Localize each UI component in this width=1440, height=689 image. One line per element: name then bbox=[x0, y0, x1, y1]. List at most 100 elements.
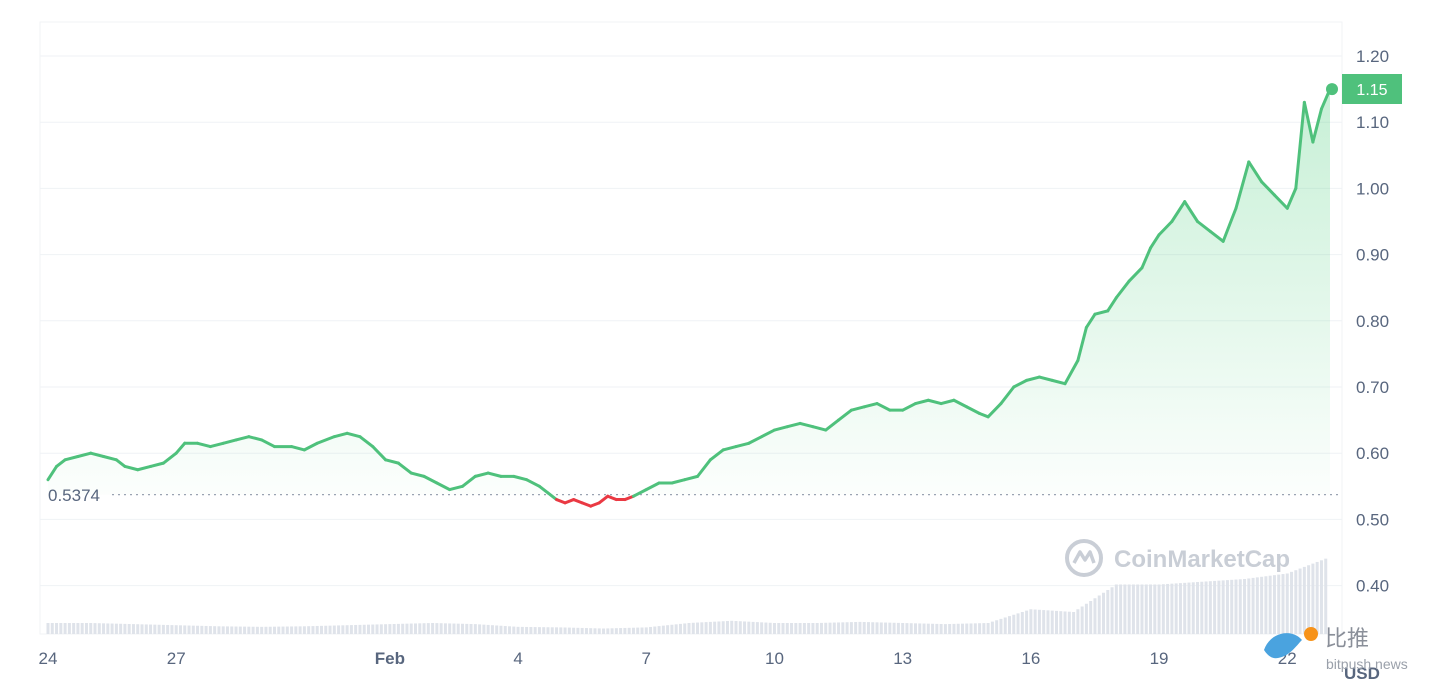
watermark-text: CoinMarketCap bbox=[1114, 546, 1290, 573]
volume-bar bbox=[623, 627, 627, 634]
volume-bar bbox=[768, 622, 772, 634]
bitcoin-icon bbox=[1304, 627, 1318, 641]
price-segment bbox=[1302, 100, 1315, 144]
volume-bar bbox=[854, 622, 858, 634]
volume-bar bbox=[281, 626, 285, 634]
volume-bar bbox=[755, 622, 759, 634]
price-segment bbox=[1149, 233, 1161, 250]
volume-bar bbox=[696, 622, 700, 634]
volume-bar bbox=[512, 626, 516, 634]
price-segment bbox=[89, 451, 106, 459]
price-segment bbox=[952, 398, 969, 409]
price-segment bbox=[174, 441, 187, 455]
volume-bar bbox=[567, 627, 571, 634]
volume-bar bbox=[89, 623, 93, 634]
x-tick-label: 13 bbox=[893, 649, 912, 668]
volume-bar bbox=[67, 623, 71, 634]
x-tick-label: 10 bbox=[765, 649, 784, 668]
volume-bar bbox=[234, 626, 238, 634]
volume-bar bbox=[478, 624, 482, 634]
volume-bar bbox=[59, 623, 63, 634]
volume-bar bbox=[1319, 560, 1323, 634]
volume-bar bbox=[396, 623, 400, 634]
price-segment bbox=[696, 458, 712, 478]
volume-bar bbox=[183, 625, 187, 634]
volume-bar bbox=[520, 626, 524, 634]
price-segment bbox=[1272, 193, 1289, 210]
volume-bar bbox=[627, 627, 631, 634]
volume-bar bbox=[1272, 575, 1276, 634]
volume-bar bbox=[1046, 610, 1050, 634]
price-segment bbox=[473, 471, 490, 478]
volume-bar bbox=[1208, 581, 1212, 634]
volume-bar bbox=[725, 621, 729, 634]
volume-bar bbox=[1251, 577, 1255, 634]
volume-bar bbox=[1084, 603, 1088, 634]
price-segment bbox=[136, 464, 153, 472]
volume-bar bbox=[858, 621, 862, 634]
price-segment bbox=[589, 501, 601, 508]
volume-bar bbox=[871, 622, 875, 634]
x-tick-label: 27 bbox=[167, 649, 186, 668]
volume-bar bbox=[1243, 579, 1247, 634]
price-segment bbox=[1037, 375, 1054, 382]
volume-bar bbox=[555, 627, 559, 634]
price-segment bbox=[345, 431, 362, 439]
volume-bar bbox=[845, 622, 849, 634]
volume-bar bbox=[1230, 579, 1234, 634]
volume-bar bbox=[973, 623, 977, 634]
volume-bar bbox=[127, 623, 131, 634]
volume-bar bbox=[1003, 617, 1007, 634]
volume-bar bbox=[102, 623, 106, 634]
volume-bar bbox=[824, 622, 828, 634]
volume-bar bbox=[533, 627, 537, 634]
price-segment bbox=[1157, 220, 1174, 237]
volume-bar bbox=[422, 623, 426, 634]
volume-bar bbox=[1311, 563, 1315, 634]
coinmarketcap-watermark: CoinMarketCap bbox=[1065, 539, 1290, 577]
volume-bar bbox=[170, 625, 174, 634]
y-tick-label: 0.50 bbox=[1356, 510, 1389, 529]
volume-bar bbox=[46, 623, 50, 634]
price-segment bbox=[1084, 312, 1097, 329]
price-segment bbox=[315, 435, 336, 445]
volume-bar bbox=[546, 627, 550, 634]
volume-bar bbox=[443, 623, 447, 634]
price-segment bbox=[721, 445, 738, 452]
price-segment bbox=[1106, 296, 1118, 313]
volume-bar bbox=[802, 623, 806, 634]
price-segment bbox=[234, 435, 251, 442]
price-segment bbox=[396, 461, 413, 475]
x-tick-label: 4 bbox=[513, 649, 522, 668]
volume-bar bbox=[1277, 574, 1281, 634]
volume-bar bbox=[602, 628, 606, 634]
bitpush-badge: 比推 bitpush news bbox=[1264, 626, 1408, 672]
y-tick-label: 0.90 bbox=[1356, 246, 1389, 265]
price-segment bbox=[965, 405, 982, 415]
price-segment bbox=[1076, 325, 1088, 363]
volume-bar bbox=[439, 623, 443, 634]
volume-bar bbox=[1080, 606, 1084, 634]
price-segment bbox=[435, 481, 452, 492]
volume-bar bbox=[1302, 566, 1306, 634]
volume-bar bbox=[55, 623, 59, 634]
x-tick-label: 7 bbox=[642, 649, 651, 668]
price-segment bbox=[149, 461, 165, 468]
volume-bar bbox=[734, 621, 738, 634]
price-segment bbox=[862, 402, 879, 409]
volume-bar bbox=[247, 626, 251, 634]
volume-bar bbox=[469, 623, 473, 634]
volume-bar bbox=[435, 623, 439, 634]
volume-bar bbox=[1200, 581, 1204, 634]
price-segment bbox=[512, 474, 529, 482]
volume-bar bbox=[508, 626, 512, 634]
volume-bar bbox=[1093, 598, 1097, 634]
price-segment bbox=[580, 501, 593, 508]
volume-bar bbox=[743, 621, 747, 634]
volume-bar bbox=[431, 623, 435, 634]
price-segment bbox=[46, 464, 59, 482]
price-segment bbox=[525, 478, 541, 488]
volume-bar bbox=[80, 623, 84, 634]
price-segment bbox=[597, 494, 610, 505]
